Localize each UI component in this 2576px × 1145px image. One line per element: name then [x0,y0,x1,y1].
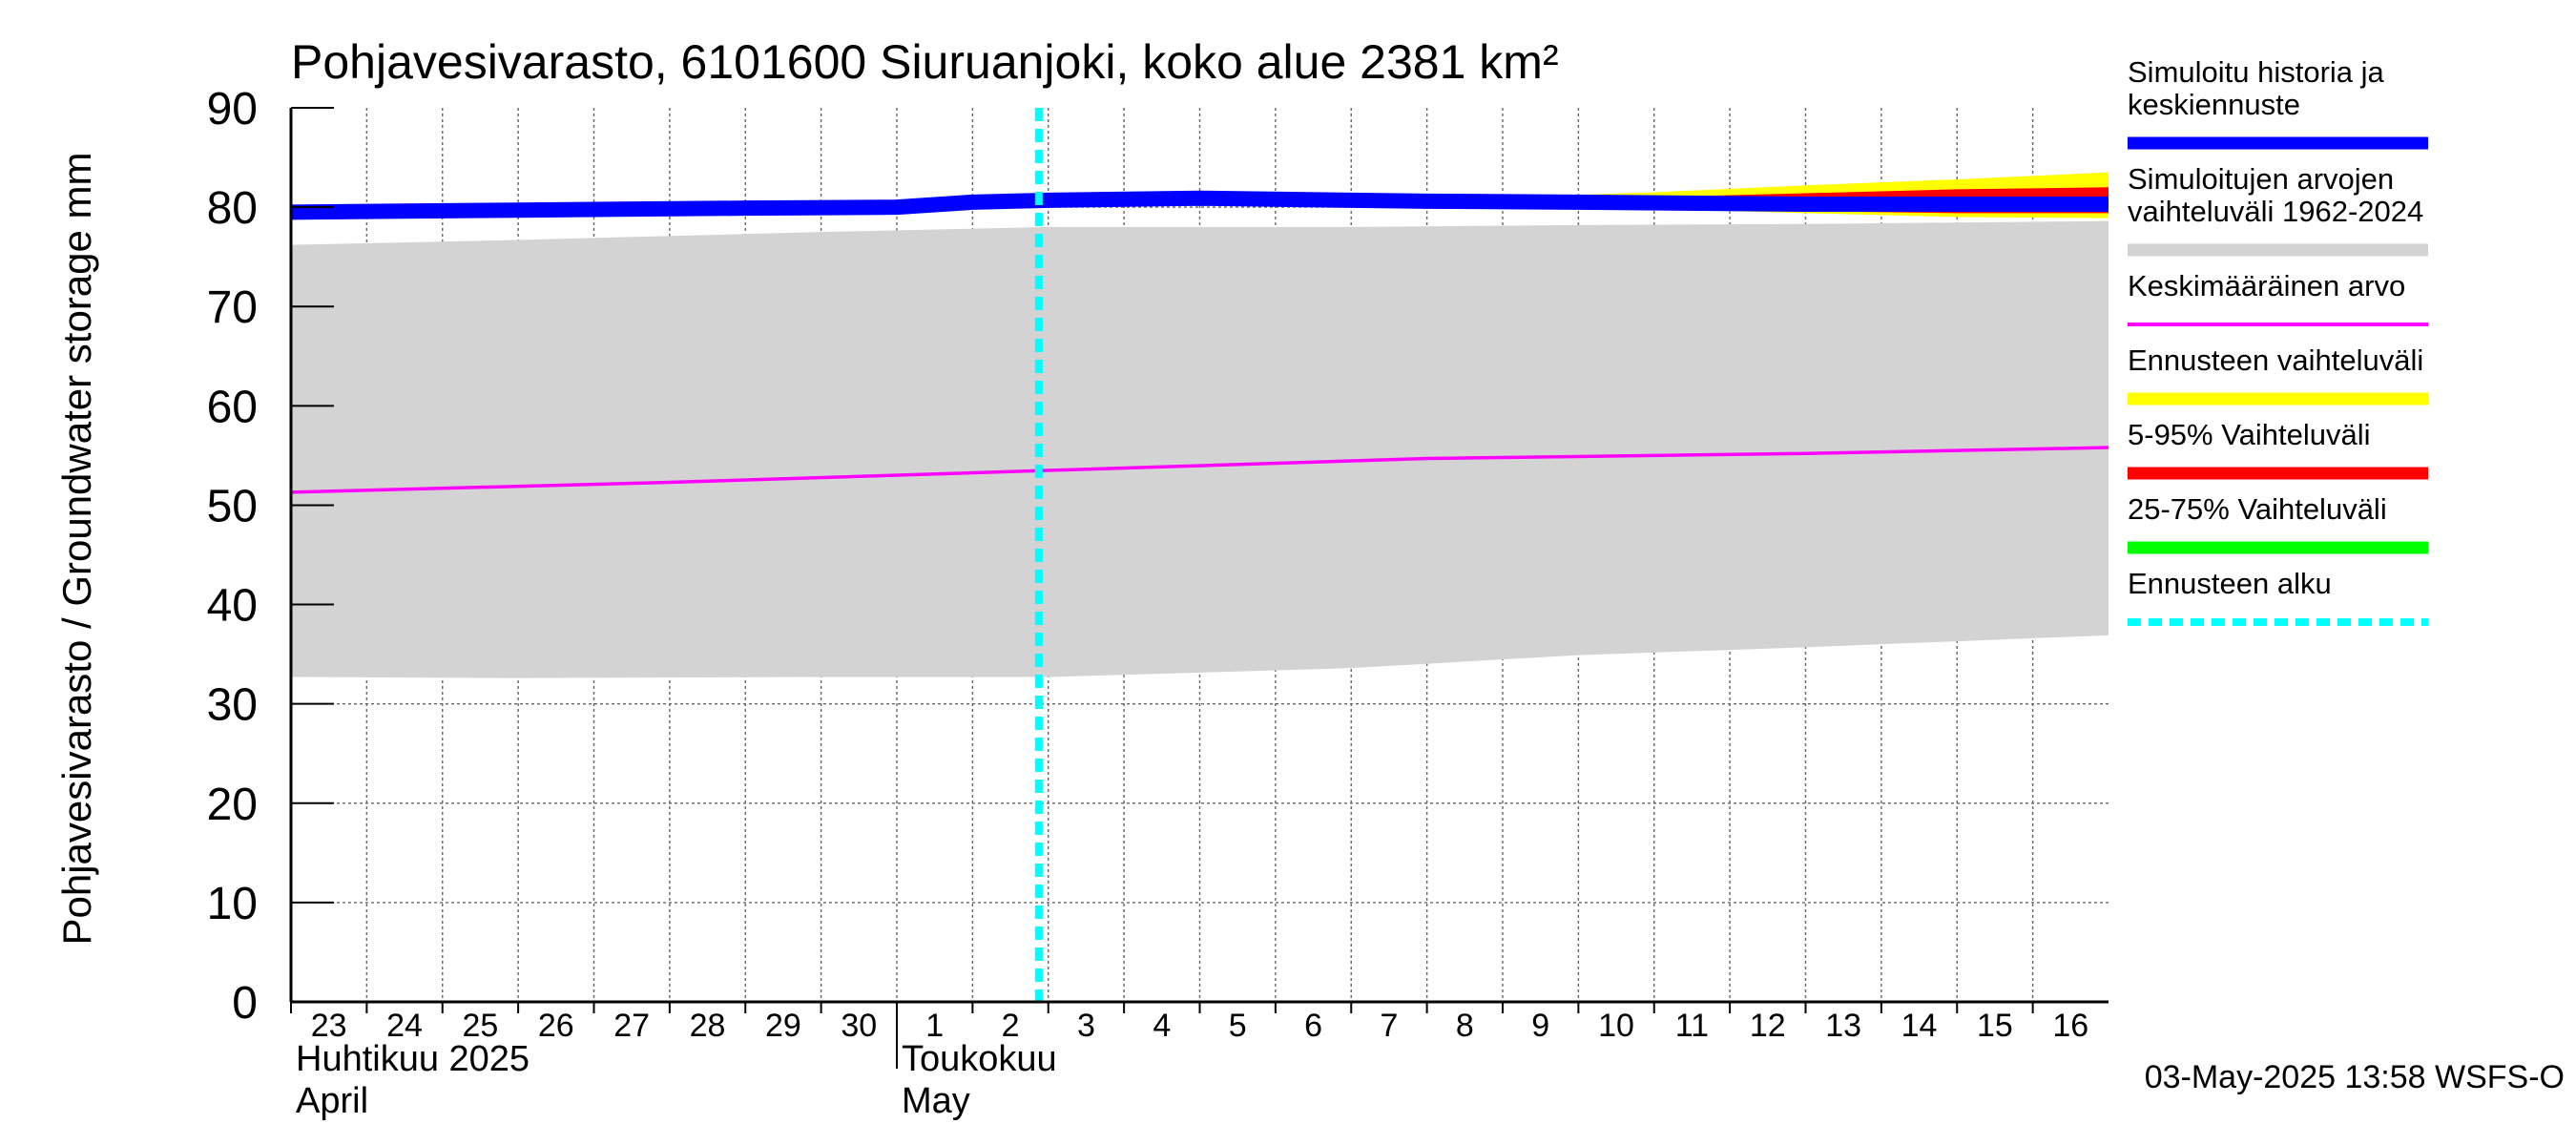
x-day-label: 8 [1456,1008,1474,1044]
chart-title: Pohjavesivarasto, 6101600 Siuruanjoki, k… [291,35,1559,89]
legend-label: Simuloitujen arvojen [2128,162,2394,196]
x-day-label: 11 [1675,1008,1709,1044]
y-tick-label: 50 [207,481,258,531]
y-axis-label: Pohjavesivarasto / Groundwater storage m… [54,152,99,945]
x-day-label: 2 [1002,1008,1020,1044]
month-label: Huhtikuu 2025 [296,1039,530,1079]
series-line [290,190,2109,220]
month-label: Toukokuu [902,1039,1057,1079]
y-tick-label: 30 [207,680,258,731]
x-day-label: 28 [690,1008,726,1044]
x-day-label: 9 [1531,1008,1549,1044]
month-label-en: April [296,1081,368,1121]
x-day-label: 6 [1304,1008,1322,1044]
legend-label: Ennusteen alku [2128,567,2332,600]
x-day-label: 30 [841,1008,877,1044]
x-day-label: 29 [765,1008,801,1044]
x-day-label: 10 [1598,1008,1634,1044]
legend-label: keskiennuste [2128,88,2300,121]
x-day-label: 27 [613,1008,650,1044]
y-tick-label: 20 [207,780,258,830]
x-day-label: 24 [386,1008,423,1044]
x-day-label: 4 [1153,1008,1171,1044]
y-tick-label: 60 [207,382,258,432]
y-tick-label: 90 [207,84,258,135]
x-day-label: 23 [311,1008,347,1044]
x-day-label: 1 [925,1008,944,1044]
legend-label: 25-75% Vaihteluväli [2128,492,2387,526]
x-day-label: 26 [538,1008,574,1044]
y-tick-label: 0 [232,978,258,1029]
footer-timestamp: 03-May-2025 13:58 WSFS-O [2145,1059,2565,1095]
legend-label: Simuloitu historia ja [2128,55,2385,89]
y-tick-label: 70 [207,282,258,333]
x-day-label: 13 [1825,1008,1861,1044]
month-label-en: May [902,1081,970,1121]
legend-label: vaihteluväli 1962-2024 [2128,195,2423,228]
bands [291,172,2109,678]
y-tick-label: 10 [207,879,258,929]
band-area [291,220,2109,678]
series-lines [290,108,2109,1002]
x-day-label: 15 [1977,1008,2013,1044]
x-day-label: 5 [1229,1008,1247,1044]
legend-label: 5-95% Vaihteluväli [2128,418,2370,451]
x-day-label: 7 [1380,1008,1398,1044]
x-day-label: 3 [1077,1008,1095,1044]
x-day-label: 25 [463,1008,499,1044]
legend-label: Keskimääräinen arvo [2128,269,2405,302]
series-line [290,446,2109,494]
x-day-label: 12 [1750,1008,1786,1044]
x-day-label: 14 [1901,1008,1938,1044]
legend-label: Ennusteen vaihteluväli [2128,344,2423,377]
x-day-label: 16 [2052,1008,2088,1044]
y-tick-label: 40 [207,581,258,632]
y-tick-label: 80 [207,183,258,234]
